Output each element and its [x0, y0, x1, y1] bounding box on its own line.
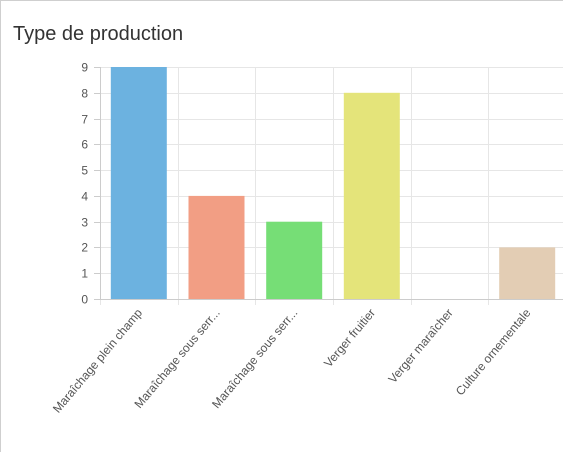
- x-tick-label: Verger fruitier: [321, 306, 378, 370]
- bar: [266, 221, 323, 299]
- y-tick-label: 8: [81, 87, 88, 101]
- y-tick-label: 2: [81, 241, 88, 255]
- panel-title: Type de production: [13, 23, 184, 45]
- axes: [94, 67, 563, 300]
- x-tick-label: Maraîchage plein champ: [50, 306, 145, 416]
- grid-lines: [100, 67, 563, 305]
- y-tick-label: 6: [81, 138, 88, 152]
- bar: [188, 195, 245, 299]
- y-tick-label: 0: [81, 293, 88, 307]
- y-tick-label: 7: [81, 113, 88, 127]
- y-tick-label: 4: [81, 190, 88, 204]
- bar: [110, 67, 167, 299]
- bar: [343, 92, 400, 299]
- x-tick-label: Maraîchage sous serr...: [131, 306, 222, 411]
- y-tick-label: 9: [81, 61, 88, 75]
- y-tick-label: 1: [81, 267, 88, 281]
- x-tick-label: Maraîchage sous serr...: [209, 306, 300, 411]
- x-tick-label: Verger maraîcher: [385, 306, 455, 386]
- bars: [110, 67, 556, 299]
- y-tick-label: 5: [81, 164, 88, 178]
- x-tick-label: Culture ornementale: [453, 306, 534, 399]
- y-tick-label: 3: [81, 216, 88, 230]
- bar: [499, 247, 556, 299]
